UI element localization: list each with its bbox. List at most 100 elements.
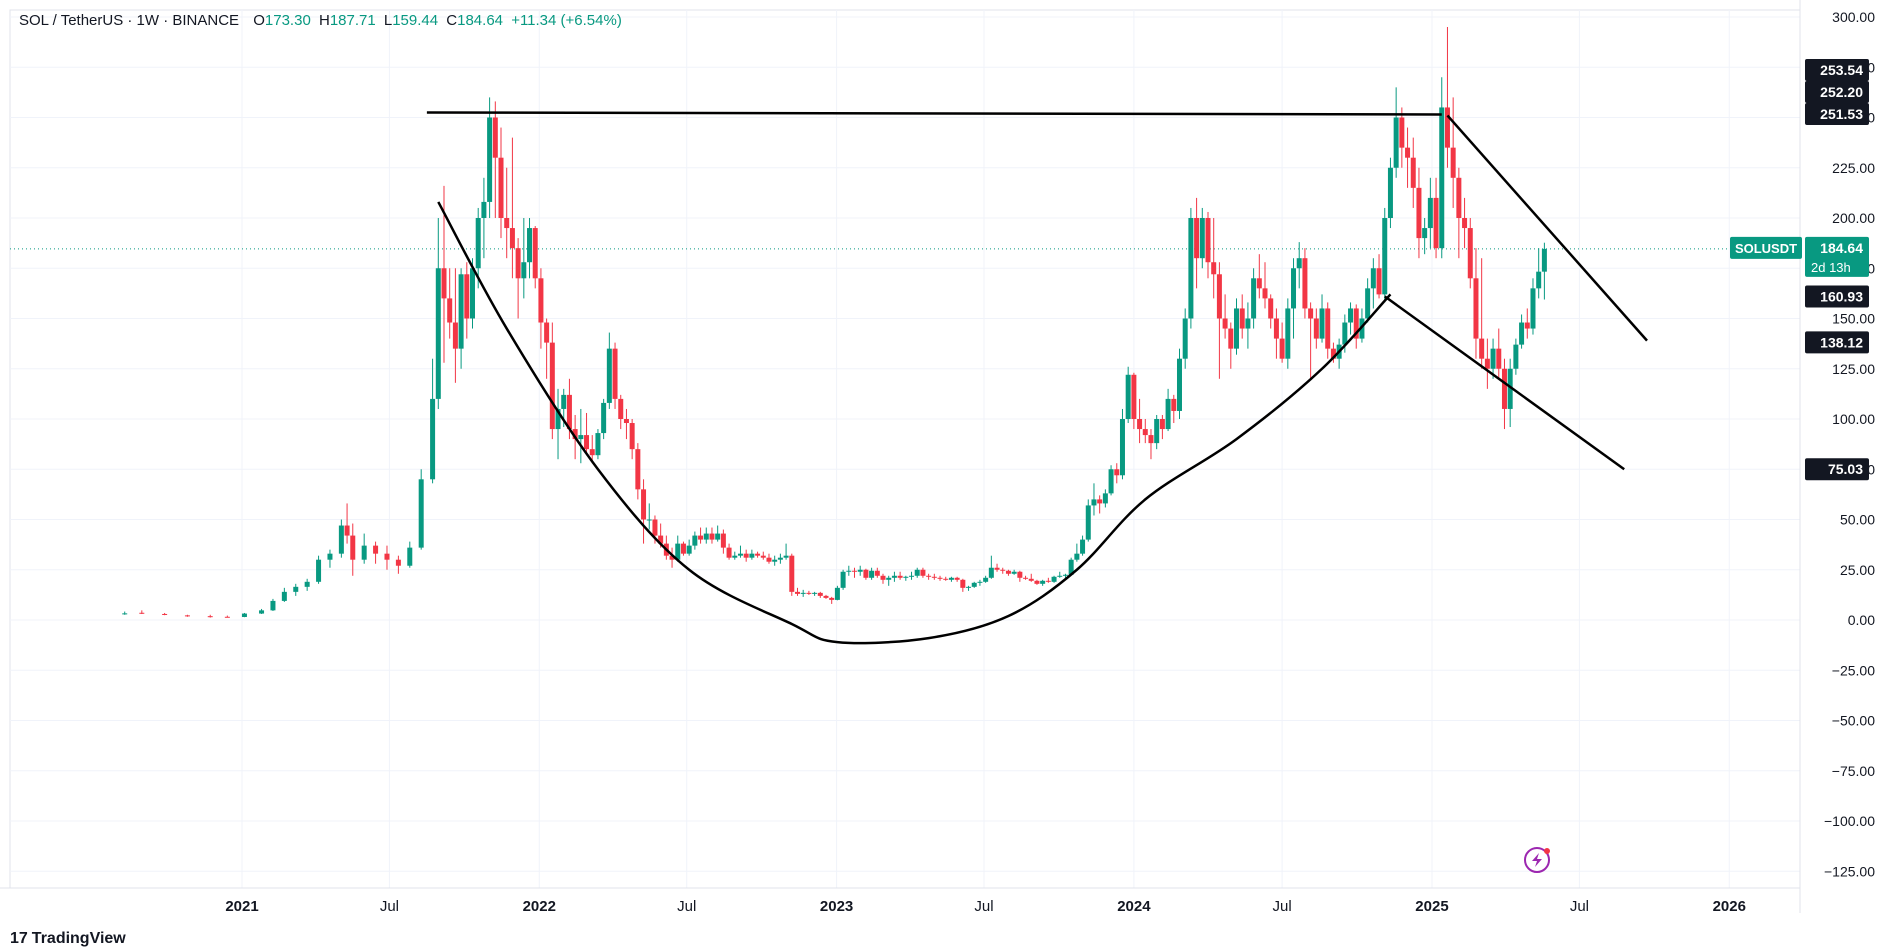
- candle: [1325, 302, 1331, 359]
- tradingview-logo[interactable]: 17 TradingView: [10, 930, 126, 948]
- candle-body: [1239, 308, 1245, 329]
- candle: [1074, 543, 1080, 562]
- candle: [1034, 579, 1040, 585]
- candle: [869, 567, 875, 580]
- candle: [1205, 211, 1211, 279]
- candle-body: [897, 575, 903, 578]
- candle: [1228, 322, 1234, 369]
- candle-body: [606, 348, 612, 403]
- candle-body: [584, 435, 590, 450]
- candle: [1057, 571, 1063, 578]
- lightning-icon[interactable]: [1524, 847, 1550, 873]
- candle: [1045, 577, 1051, 583]
- candle: [1519, 314, 1525, 349]
- candle: [1268, 294, 1274, 329]
- price-tick-label: −25.00: [1832, 662, 1875, 678]
- candle-body: [1034, 580, 1040, 584]
- candle: [715, 525, 721, 542]
- time-tick-label: Jul: [974, 898, 993, 915]
- candle-body: [675, 543, 681, 560]
- candle-body: [1114, 469, 1120, 476]
- candle-body: [840, 571, 846, 588]
- price-axis[interactable]: 300.00275.00250.00225.00200.00175.00150.…: [1799, 0, 1875, 913]
- candle: [344, 503, 350, 544]
- candle-body: [1005, 570, 1011, 574]
- close-label: C: [446, 12, 458, 29]
- candle-body: [1040, 580, 1046, 584]
- candle: [931, 573, 937, 580]
- close-value: 184.64: [457, 12, 504, 29]
- candle-body: [658, 535, 664, 544]
- candle-body: [458, 274, 464, 349]
- price-label: 138.12: [1805, 331, 1869, 354]
- candle: [817, 591, 823, 598]
- candle: [829, 596, 835, 604]
- candle: [909, 571, 915, 580]
- candle-body: [1176, 358, 1182, 411]
- candle-body: [1131, 374, 1137, 419]
- candle-body: [1490, 348, 1496, 369]
- candle-body: [846, 570, 852, 572]
- candle: [737, 545, 743, 558]
- candle-body: [960, 579, 966, 588]
- candle: [834, 585, 840, 601]
- candle: [954, 576, 960, 582]
- candle-body: [1188, 218, 1194, 319]
- price-tick-label: 225.00: [1832, 160, 1875, 176]
- candle-body: [1410, 157, 1416, 188]
- candle-body: [926, 575, 932, 577]
- candle: [994, 563, 1000, 572]
- candle-body: [914, 569, 920, 576]
- candle: [920, 567, 926, 578]
- candle-body: [504, 218, 510, 229]
- symbol-title[interactable]: SOL / TetherUS · 1W · BINANCE: [19, 12, 240, 29]
- candle: [509, 137, 515, 279]
- candle-body: [1536, 271, 1542, 289]
- time-tick-label: 2021: [225, 898, 258, 915]
- candle: [789, 553, 795, 596]
- candle: [452, 268, 458, 383]
- candle: [988, 555, 994, 579]
- candle-body: [1285, 308, 1291, 359]
- candle-body: [852, 570, 858, 572]
- candle: [772, 555, 778, 566]
- candle: [373, 541, 379, 564]
- candle-body: [1387, 167, 1393, 218]
- candle-body: [1211, 262, 1217, 275]
- candle-body: [407, 547, 413, 566]
- price-tick-label: 300.00: [1832, 9, 1875, 25]
- candle: [259, 608, 265, 614]
- candle: [1530, 278, 1536, 335]
- candle: [1279, 322, 1285, 363]
- candle: [316, 555, 322, 584]
- time-axis[interactable]: 2021 Jul 2022 Jul 2023 Jul 2024 Jul 2025 Jul 2026: [0, 887, 1800, 915]
- candle: [281, 587, 287, 602]
- candle: [823, 594, 829, 599]
- candle-body: [1484, 358, 1490, 369]
- drawings: [426, 111, 1648, 645]
- candle-body: [1319, 308, 1325, 339]
- candle: [1444, 27, 1450, 168]
- candle-body: [669, 555, 675, 560]
- candle: [595, 429, 601, 460]
- candle: [1068, 557, 1074, 576]
- candle: [971, 581, 977, 588]
- candle-body: [1085, 505, 1091, 540]
- candle-body: [874, 570, 880, 576]
- candle-body: [1507, 368, 1513, 409]
- price-tick-label: 150.00: [1832, 311, 1875, 327]
- candle: [1211, 218, 1217, 299]
- candle-body: [789, 555, 795, 592]
- candle-body: [994, 567, 1000, 570]
- candle-body: [680, 543, 686, 554]
- price-label-bg: [1805, 81, 1869, 103]
- price-tick-label: 100.00: [1832, 411, 1875, 427]
- candle-body: [184, 615, 190, 617]
- candle-body: [430, 398, 436, 480]
- candle: [1348, 302, 1354, 335]
- candle-body: [743, 553, 749, 558]
- candle: [886, 575, 892, 586]
- candle-body: [772, 559, 778, 562]
- candle: [544, 318, 550, 379]
